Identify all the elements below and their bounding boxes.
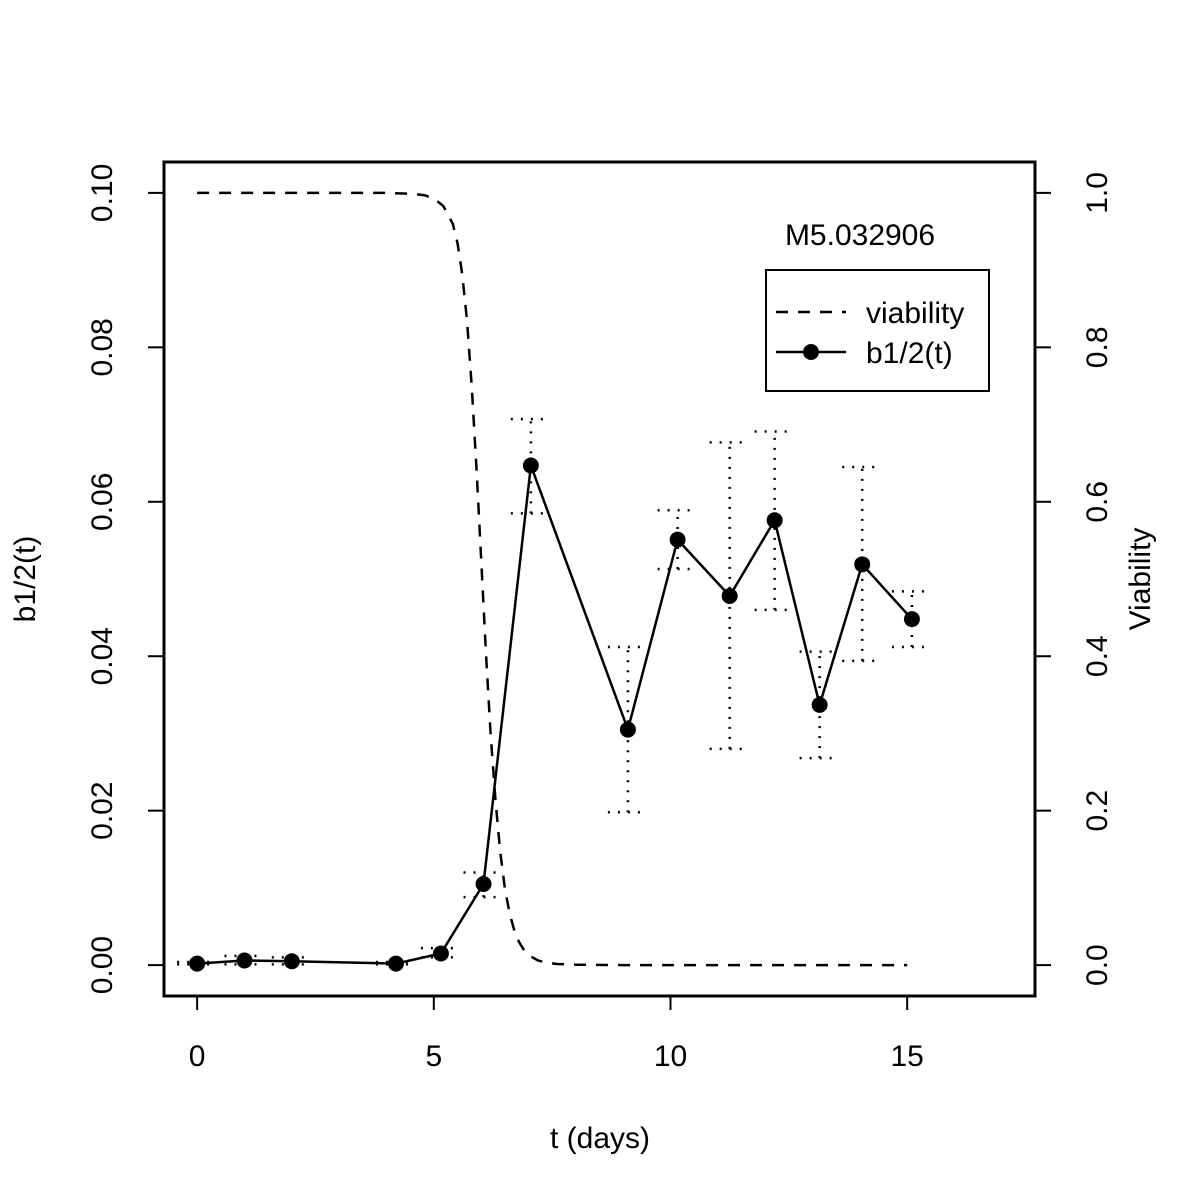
viability-series <box>197 191 908 967</box>
b12-point <box>189 955 206 972</box>
b12-point <box>903 611 920 628</box>
b12-point <box>522 457 539 474</box>
legend-label-viability: viability <box>866 297 964 330</box>
x-tick-label: 10 <box>654 1040 687 1073</box>
y-right-axis-title: Viability <box>1124 528 1157 631</box>
b12-series <box>189 457 920 972</box>
y-right-tick-label: 0.6 <box>1081 481 1114 523</box>
b12-point <box>669 531 686 548</box>
axis-ticks: 0 5 10 15 0.00 0.02 0.04 0.06 0.08 0.10 0.0 0.2 0.4 0… <box>86 164 1114 1073</box>
y-right-tick-label: 1.0 <box>1081 172 1114 214</box>
y-left-tick-label: 0.08 <box>86 318 119 376</box>
b12-point <box>283 953 300 970</box>
y-left-axis-title: b1/2(t) <box>9 536 42 623</box>
x-tick-label: 5 <box>425 1040 442 1073</box>
y-left-tick-label: 0.10 <box>86 164 119 222</box>
x-axis-title: t (days) <box>550 1122 650 1155</box>
b12-point <box>475 876 492 893</box>
b12-point <box>811 696 828 713</box>
viability-line <box>197 191 908 967</box>
x-tick-label: 0 <box>189 1040 206 1073</box>
b12-point <box>766 512 783 529</box>
b12-line <box>197 465 913 965</box>
y-left-tick-label: 0.02 <box>86 781 119 839</box>
b12-point <box>854 556 871 573</box>
b12-point <box>236 952 253 969</box>
legend-label-b12: b1/2(t) <box>866 337 953 370</box>
y-right-tick-label: 0.4 <box>1081 635 1114 677</box>
error-bars <box>177 417 932 966</box>
x-tick-label: 15 <box>891 1040 924 1073</box>
y-left-tick-label: 0.00 <box>86 936 119 994</box>
y-right-tick-label: 0.8 <box>1081 326 1114 368</box>
chart-annotation: M5.032906 <box>785 219 935 252</box>
legend-box <box>765 269 990 392</box>
legend: viability b1/2(t) <box>765 269 990 392</box>
y-right-tick-label: 0.2 <box>1081 790 1114 832</box>
y-left-tick-label: 0.04 <box>86 627 119 685</box>
b12-point <box>432 945 449 962</box>
legend-key-b12-point <box>803 344 819 360</box>
y-left-tick-label: 0.06 <box>86 473 119 531</box>
b12-point <box>721 587 738 604</box>
y-right-tick-label: 0.0 <box>1081 944 1114 986</box>
b12-point <box>619 721 636 738</box>
b12-point <box>387 955 404 972</box>
